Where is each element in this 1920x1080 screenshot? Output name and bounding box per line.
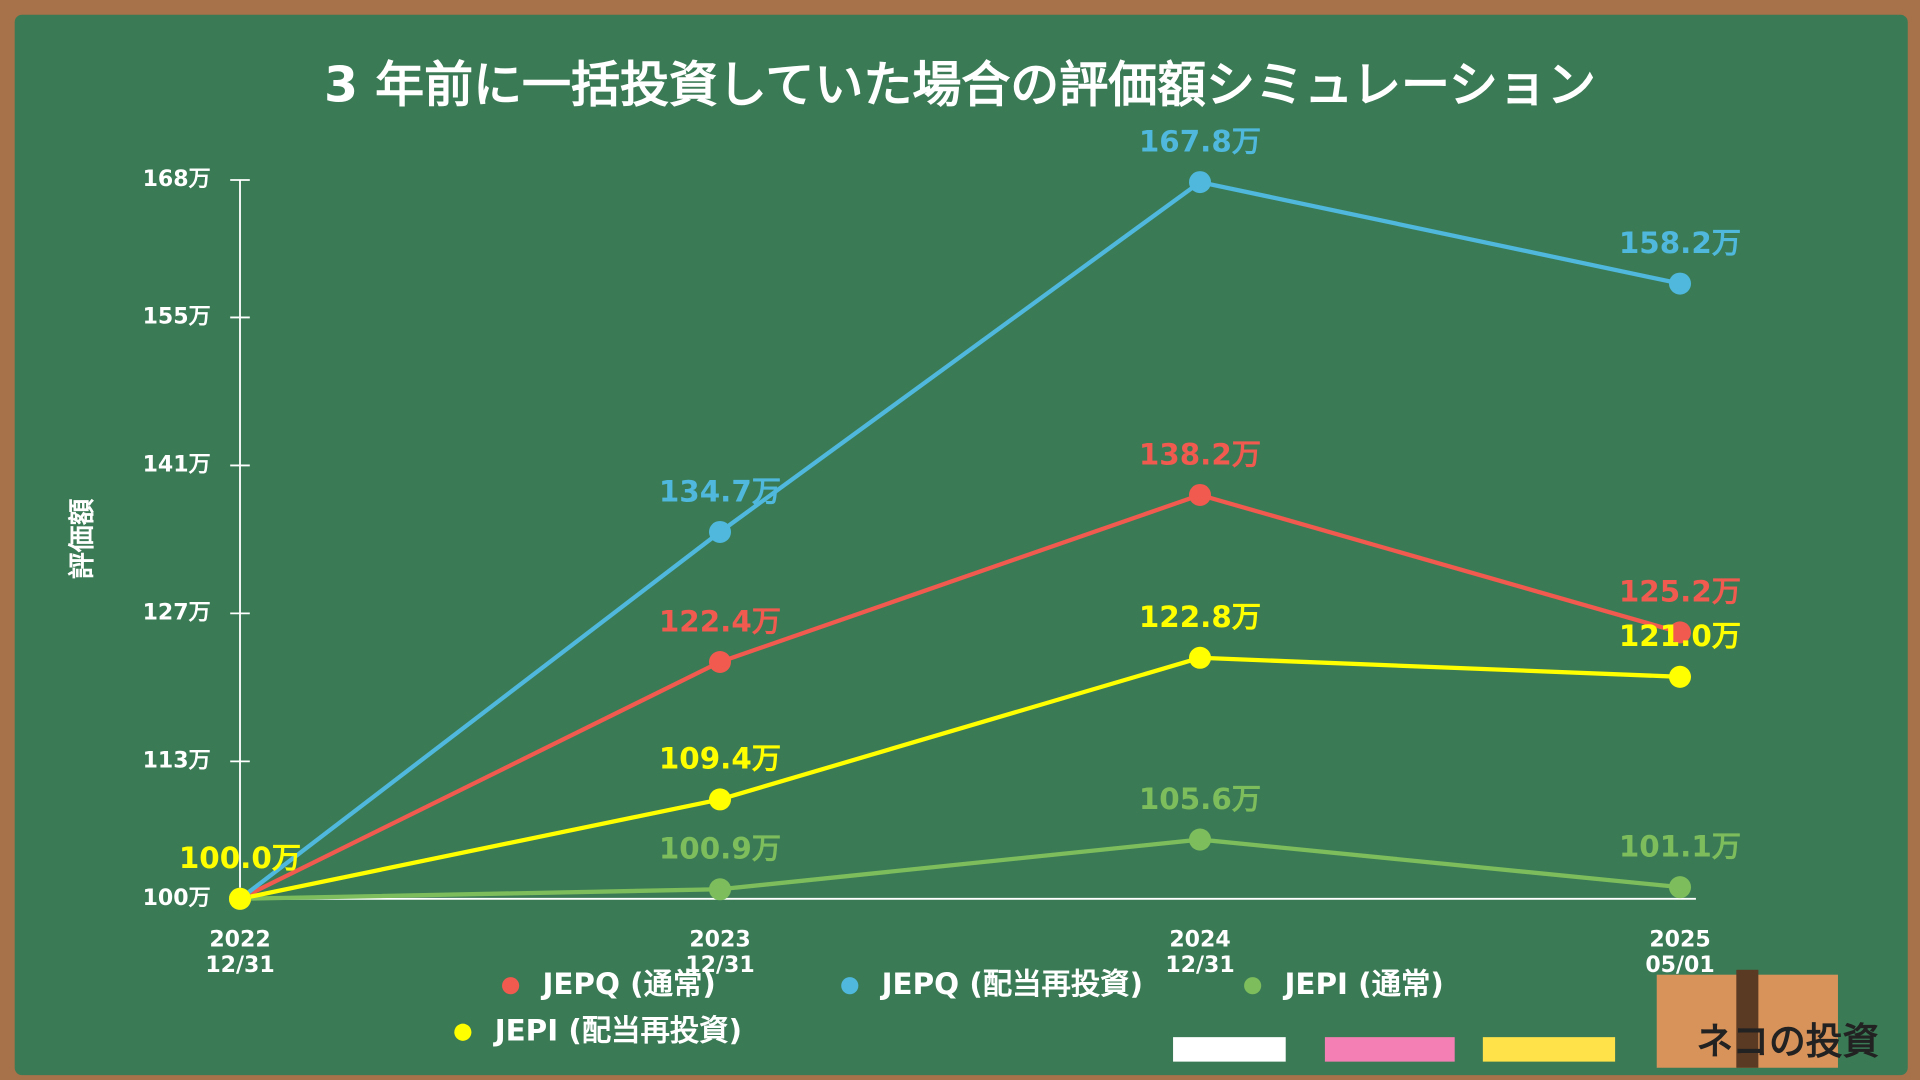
legend-marker bbox=[454, 1023, 472, 1041]
decor-bar bbox=[1324, 1037, 1455, 1062]
data-point bbox=[708, 650, 732, 674]
data-label: 105.6万 bbox=[1139, 782, 1261, 816]
data-point bbox=[708, 788, 732, 811]
data-label: 167.8万 bbox=[1139, 124, 1261, 158]
data-point bbox=[1668, 272, 1692, 295]
legend-label: JEPQ (配当再投資) bbox=[880, 967, 1143, 1001]
brand: ネコの投資 bbox=[1696, 1020, 1879, 1063]
data-point bbox=[708, 520, 732, 544]
data-point bbox=[1668, 621, 1692, 644]
y-axis-label: 評価額 bbox=[66, 498, 98, 579]
legend-label: JEPI (配当再投資) bbox=[493, 1014, 742, 1048]
x-tick-label-line: 2022 bbox=[209, 927, 270, 952]
data-point bbox=[1188, 171, 1212, 194]
logo-spine bbox=[1736, 969, 1759, 1068]
series-line bbox=[238, 179, 1681, 901]
legend-label: JEPQ (通常) bbox=[540, 967, 715, 1001]
data-point bbox=[1188, 483, 1212, 507]
data-point bbox=[1188, 828, 1212, 851]
x-tick-label-line: 2023 bbox=[689, 927, 750, 952]
legend-marker bbox=[841, 977, 859, 995]
data-label: 101.1万 bbox=[1619, 829, 1741, 863]
y-tick-label: 100万 bbox=[143, 886, 211, 911]
data-label: 100.9万 bbox=[659, 832, 781, 866]
data-label: 121.0万 bbox=[1619, 619, 1741, 653]
y-tick-label: 113万 bbox=[143, 748, 211, 773]
x-tick-label-line: 2024 bbox=[1169, 927, 1230, 952]
y-tick-label: 155万 bbox=[143, 304, 211, 329]
data-point bbox=[708, 878, 732, 901]
x-tick-label-line: 12/31 bbox=[685, 953, 754, 978]
legend-marker bbox=[1244, 977, 1262, 995]
data-label: 109.4万 bbox=[659, 742, 781, 776]
x-tick-label: 2025 05/01 bbox=[1645, 927, 1714, 978]
x-tick-label: 2023 12/31 bbox=[685, 927, 754, 978]
data-point bbox=[228, 887, 252, 910]
data-point bbox=[1188, 646, 1212, 669]
x-tick-label-line: 12/31 bbox=[1165, 953, 1234, 978]
decor-bar bbox=[1173, 1037, 1286, 1062]
data-label: 158.2万 bbox=[1619, 226, 1741, 260]
data-point bbox=[1668, 665, 1692, 688]
data-label: 125.2万 bbox=[1619, 575, 1741, 609]
data-point bbox=[1668, 876, 1692, 899]
x-tick-label-line: 2025 bbox=[1649, 927, 1710, 952]
series-line bbox=[239, 492, 1681, 901]
decor-bar bbox=[1482, 1037, 1616, 1062]
data-label: 100.0万 bbox=[179, 841, 301, 875]
series-line bbox=[239, 837, 1681, 901]
legend-marker bbox=[502, 977, 520, 995]
x-tick-label: 2022 12/31 bbox=[205, 927, 274, 978]
series-line bbox=[239, 655, 1681, 901]
y-tick-label: 168万 bbox=[143, 167, 211, 192]
data-label: 122.4万 bbox=[659, 604, 781, 638]
legend-label: JEPI (通常) bbox=[1282, 967, 1443, 1001]
board bbox=[14, 14, 1908, 1076]
data-label: 138.2万 bbox=[1139, 437, 1261, 471]
data-label: 134.7万 bbox=[659, 474, 781, 508]
chart-title: 3 年前に一括投資していた場合の評価額シミュレーション bbox=[324, 57, 1596, 114]
x-tick-label-line: 05/01 bbox=[1645, 953, 1714, 978]
y-tick-label: 141万 bbox=[143, 452, 211, 477]
x-tick-label: 2024 12/31 bbox=[1165, 927, 1234, 978]
y-tick-label: 127万 bbox=[143, 600, 211, 625]
data-label: 122.8万 bbox=[1139, 600, 1261, 634]
x-tick-label-line: 12/31 bbox=[205, 953, 274, 978]
